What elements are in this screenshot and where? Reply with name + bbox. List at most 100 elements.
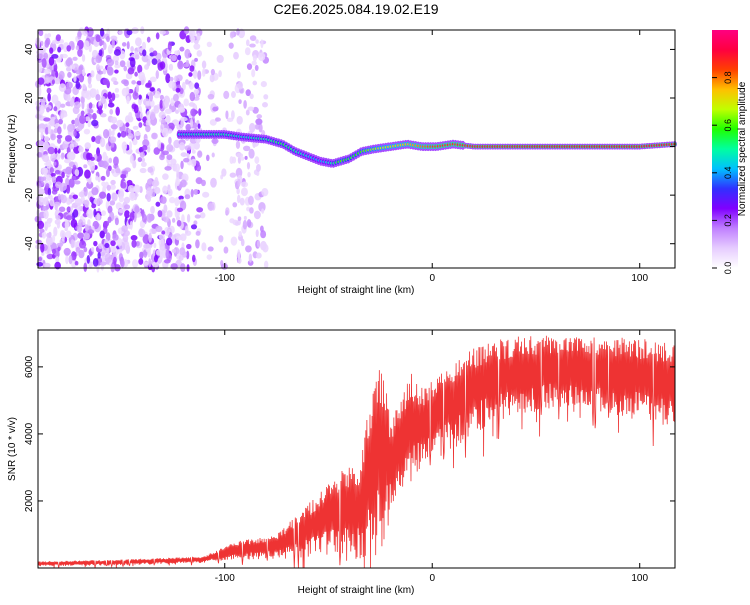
- spectrogram-noise-blob: [134, 131, 141, 136]
- spectrogram-noise-blob: [47, 124, 51, 135]
- spectrogram-noise-blob: [186, 213, 191, 223]
- spectrogram-noise-blob: [170, 263, 178, 270]
- spectrogram-noise-blob: [38, 145, 46, 151]
- spectrogram-noise-blob: [38, 196, 45, 206]
- spectrogram-noise-blob: [72, 194, 78, 200]
- spectrogram-noise-blob: [143, 243, 151, 249]
- spectrogram-noise-blob: [45, 183, 50, 188]
- spectrogram-noise-blob: [195, 230, 201, 236]
- spectrogram-noise-blob: [247, 195, 254, 206]
- spectrogram-noise-blob: [86, 254, 91, 264]
- spectrogram-noise-blob: [65, 215, 73, 221]
- spectrogram-noise-blob: [242, 145, 251, 152]
- spectrogram-noise-blob: [245, 109, 250, 116]
- spectrogram-noise-blob: [146, 110, 152, 121]
- spectrogram-noise-blob: [142, 139, 150, 147]
- spectrogram-noise-blob: [234, 221, 239, 226]
- spectrogram-noise-blob: [195, 239, 200, 249]
- spectrogram-noise-blob: [46, 232, 51, 238]
- spectrogram-noise-blob: [88, 108, 94, 114]
- spectrogram-noise-blob: [99, 27, 105, 37]
- snr-y-tick-label: 4000: [24, 422, 35, 445]
- spectrogram-noise-blob: [236, 194, 241, 204]
- spectrogram-noise-blob: [129, 154, 134, 164]
- spectrogram-noise-cloud: [34, 26, 270, 273]
- spectrogram-noise-blob: [246, 219, 252, 228]
- spectrogram-noise-blob: [46, 174, 52, 182]
- spectrogram-noise-blob: [51, 79, 55, 85]
- spectrogram-noise-blob: [247, 171, 251, 178]
- spectrogram-noise-blob: [49, 47, 54, 54]
- spectrogram-noise-blob: [86, 181, 94, 189]
- spectrogram-noise-blob: [87, 159, 93, 166]
- spectrogram-noise-blob: [41, 167, 49, 175]
- spectrogram-noise-blob: [54, 169, 61, 175]
- spectrogram-noise-blob: [132, 125, 139, 130]
- spectrogram-noise-blob: [49, 167, 55, 174]
- spectrogram-noise-blob: [61, 152, 65, 158]
- spectrogram-noise-blob: [192, 69, 198, 79]
- spectrogram-noise-blob: [109, 108, 114, 115]
- spectrogram-noise-blob: [50, 172, 56, 177]
- spectrogram-noise-blob: [66, 45, 72, 52]
- spectrogram-noise-blob: [60, 103, 66, 108]
- spectrogram-noise-blob: [151, 58, 158, 65]
- spectrogram-noise-blob: [45, 223, 51, 228]
- spectrogram-noise-blob: [128, 141, 133, 151]
- spectrogram-noise-blob: [255, 118, 263, 125]
- spectrogram-noise-blob: [238, 231, 242, 238]
- spectrogram-noise-blob: [182, 251, 188, 258]
- spectrogram-noise-blob: [176, 219, 182, 227]
- colorbar-ticks: 0.0 0.2 0.4 0.6 0.8: [712, 71, 733, 274]
- spectrogram-noise-blob: [74, 180, 81, 185]
- snr-x-tick-label: -100: [215, 573, 235, 584]
- spectrogram-noise-blob: [255, 229, 259, 238]
- spectrogram-noise-blob: [252, 80, 258, 86]
- spectrogram-noise-blob: [195, 177, 203, 185]
- spectrogram-noise-blob: [188, 102, 195, 107]
- spectrogram-noise-blob: [42, 205, 49, 212]
- spectrogram-noise-blob: [246, 63, 253, 71]
- spectrogram-noise-blob: [40, 131, 44, 140]
- spectrogram-noise-blob: [145, 82, 152, 88]
- spectrogram-noise-blob: [184, 145, 192, 151]
- spectrogram-noise-blob: [69, 143, 75, 150]
- spectrogram-noise-blob: [237, 156, 242, 164]
- spectrogram-noise-blob: [75, 69, 83, 75]
- spectrogram-noise-blob: [167, 41, 172, 51]
- spectrogram-noise-blob: [95, 54, 102, 64]
- spectrogram-noise-blob: [47, 195, 53, 200]
- spectrogram-noise-blob: [184, 225, 189, 234]
- spectrogram-noise-blob: [147, 178, 153, 185]
- spectrogram-noise-blob: [221, 168, 227, 177]
- spectrogram-noise-blob: [199, 212, 206, 219]
- spectrogram-noise-blob: [185, 123, 192, 131]
- spectrogram-noise-blob: [67, 71, 72, 78]
- spectrogram-noise-blob: [107, 102, 115, 108]
- spectrogram-noise-blob: [43, 68, 51, 75]
- spectrogram-noise-blob: [218, 70, 222, 78]
- spectrogram-noise-blob: [114, 87, 120, 93]
- spectrogram-noise-blob: [70, 260, 77, 268]
- spectrogram-noise-blob: [81, 99, 85, 110]
- spectrogram-noise-blob: [127, 128, 132, 134]
- spectrogram-noise-blob: [151, 179, 160, 187]
- spectrogram-noise-blob: [66, 57, 73, 66]
- spectrogram-noise-blob: [99, 113, 107, 118]
- spectrogram-noise-blob: [127, 133, 134, 140]
- spectrogram-noise-blob: [206, 41, 212, 48]
- spectrogram-noise-blob: [168, 63, 174, 71]
- spectrogram-noise-blob: [209, 73, 215, 83]
- spectrogram-noise-blob: [159, 61, 166, 70]
- spectrogram-y-tick-label: 40: [24, 43, 35, 55]
- spectrogram-y-tick-label: 20: [24, 92, 35, 104]
- spectrogram-noise-blob: [148, 92, 154, 102]
- spectrogram-noise-blob: [131, 103, 137, 110]
- spectrogram-noise-blob: [145, 119, 152, 127]
- spectrogram-noise-blob: [149, 47, 154, 54]
- spectrogram-noise-blob: [236, 152, 244, 158]
- spectrogram-noise-blob: [128, 111, 133, 120]
- spectrogram-x-axis: -100 0 100: [215, 30, 649, 284]
- spectrogram-noise-blob: [237, 257, 242, 264]
- spectrogram-noise-blob: [151, 132, 158, 140]
